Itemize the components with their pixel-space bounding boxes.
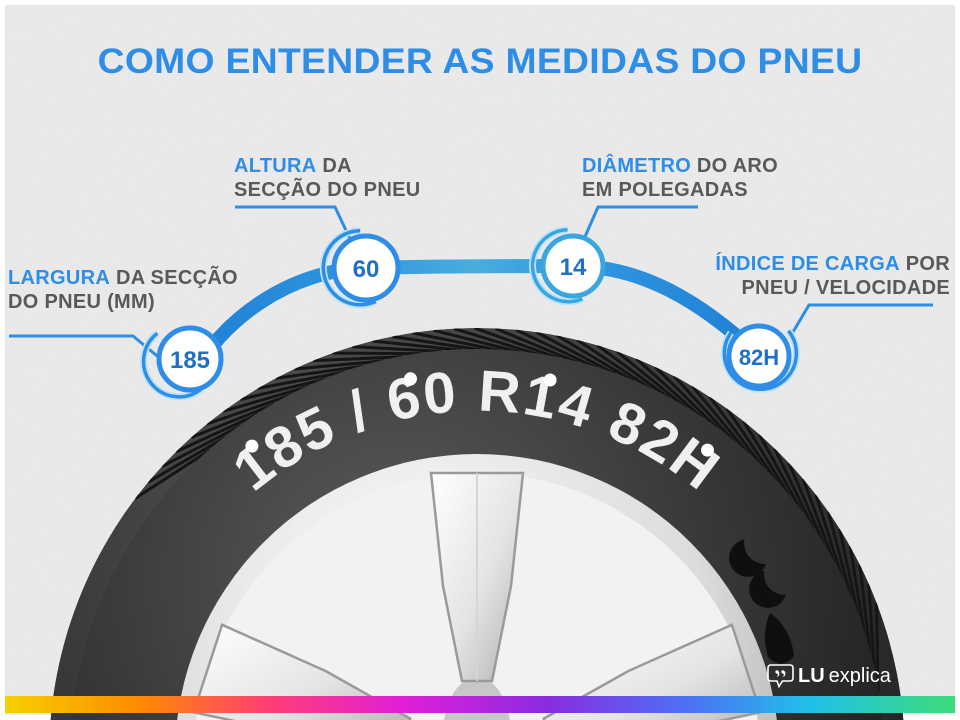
svg-text:82H: 82H [739,345,779,370]
svg-text:60: 60 [353,256,380,283]
svg-text:185: 185 [170,347,210,374]
svg-text:14: 14 [560,254,587,281]
